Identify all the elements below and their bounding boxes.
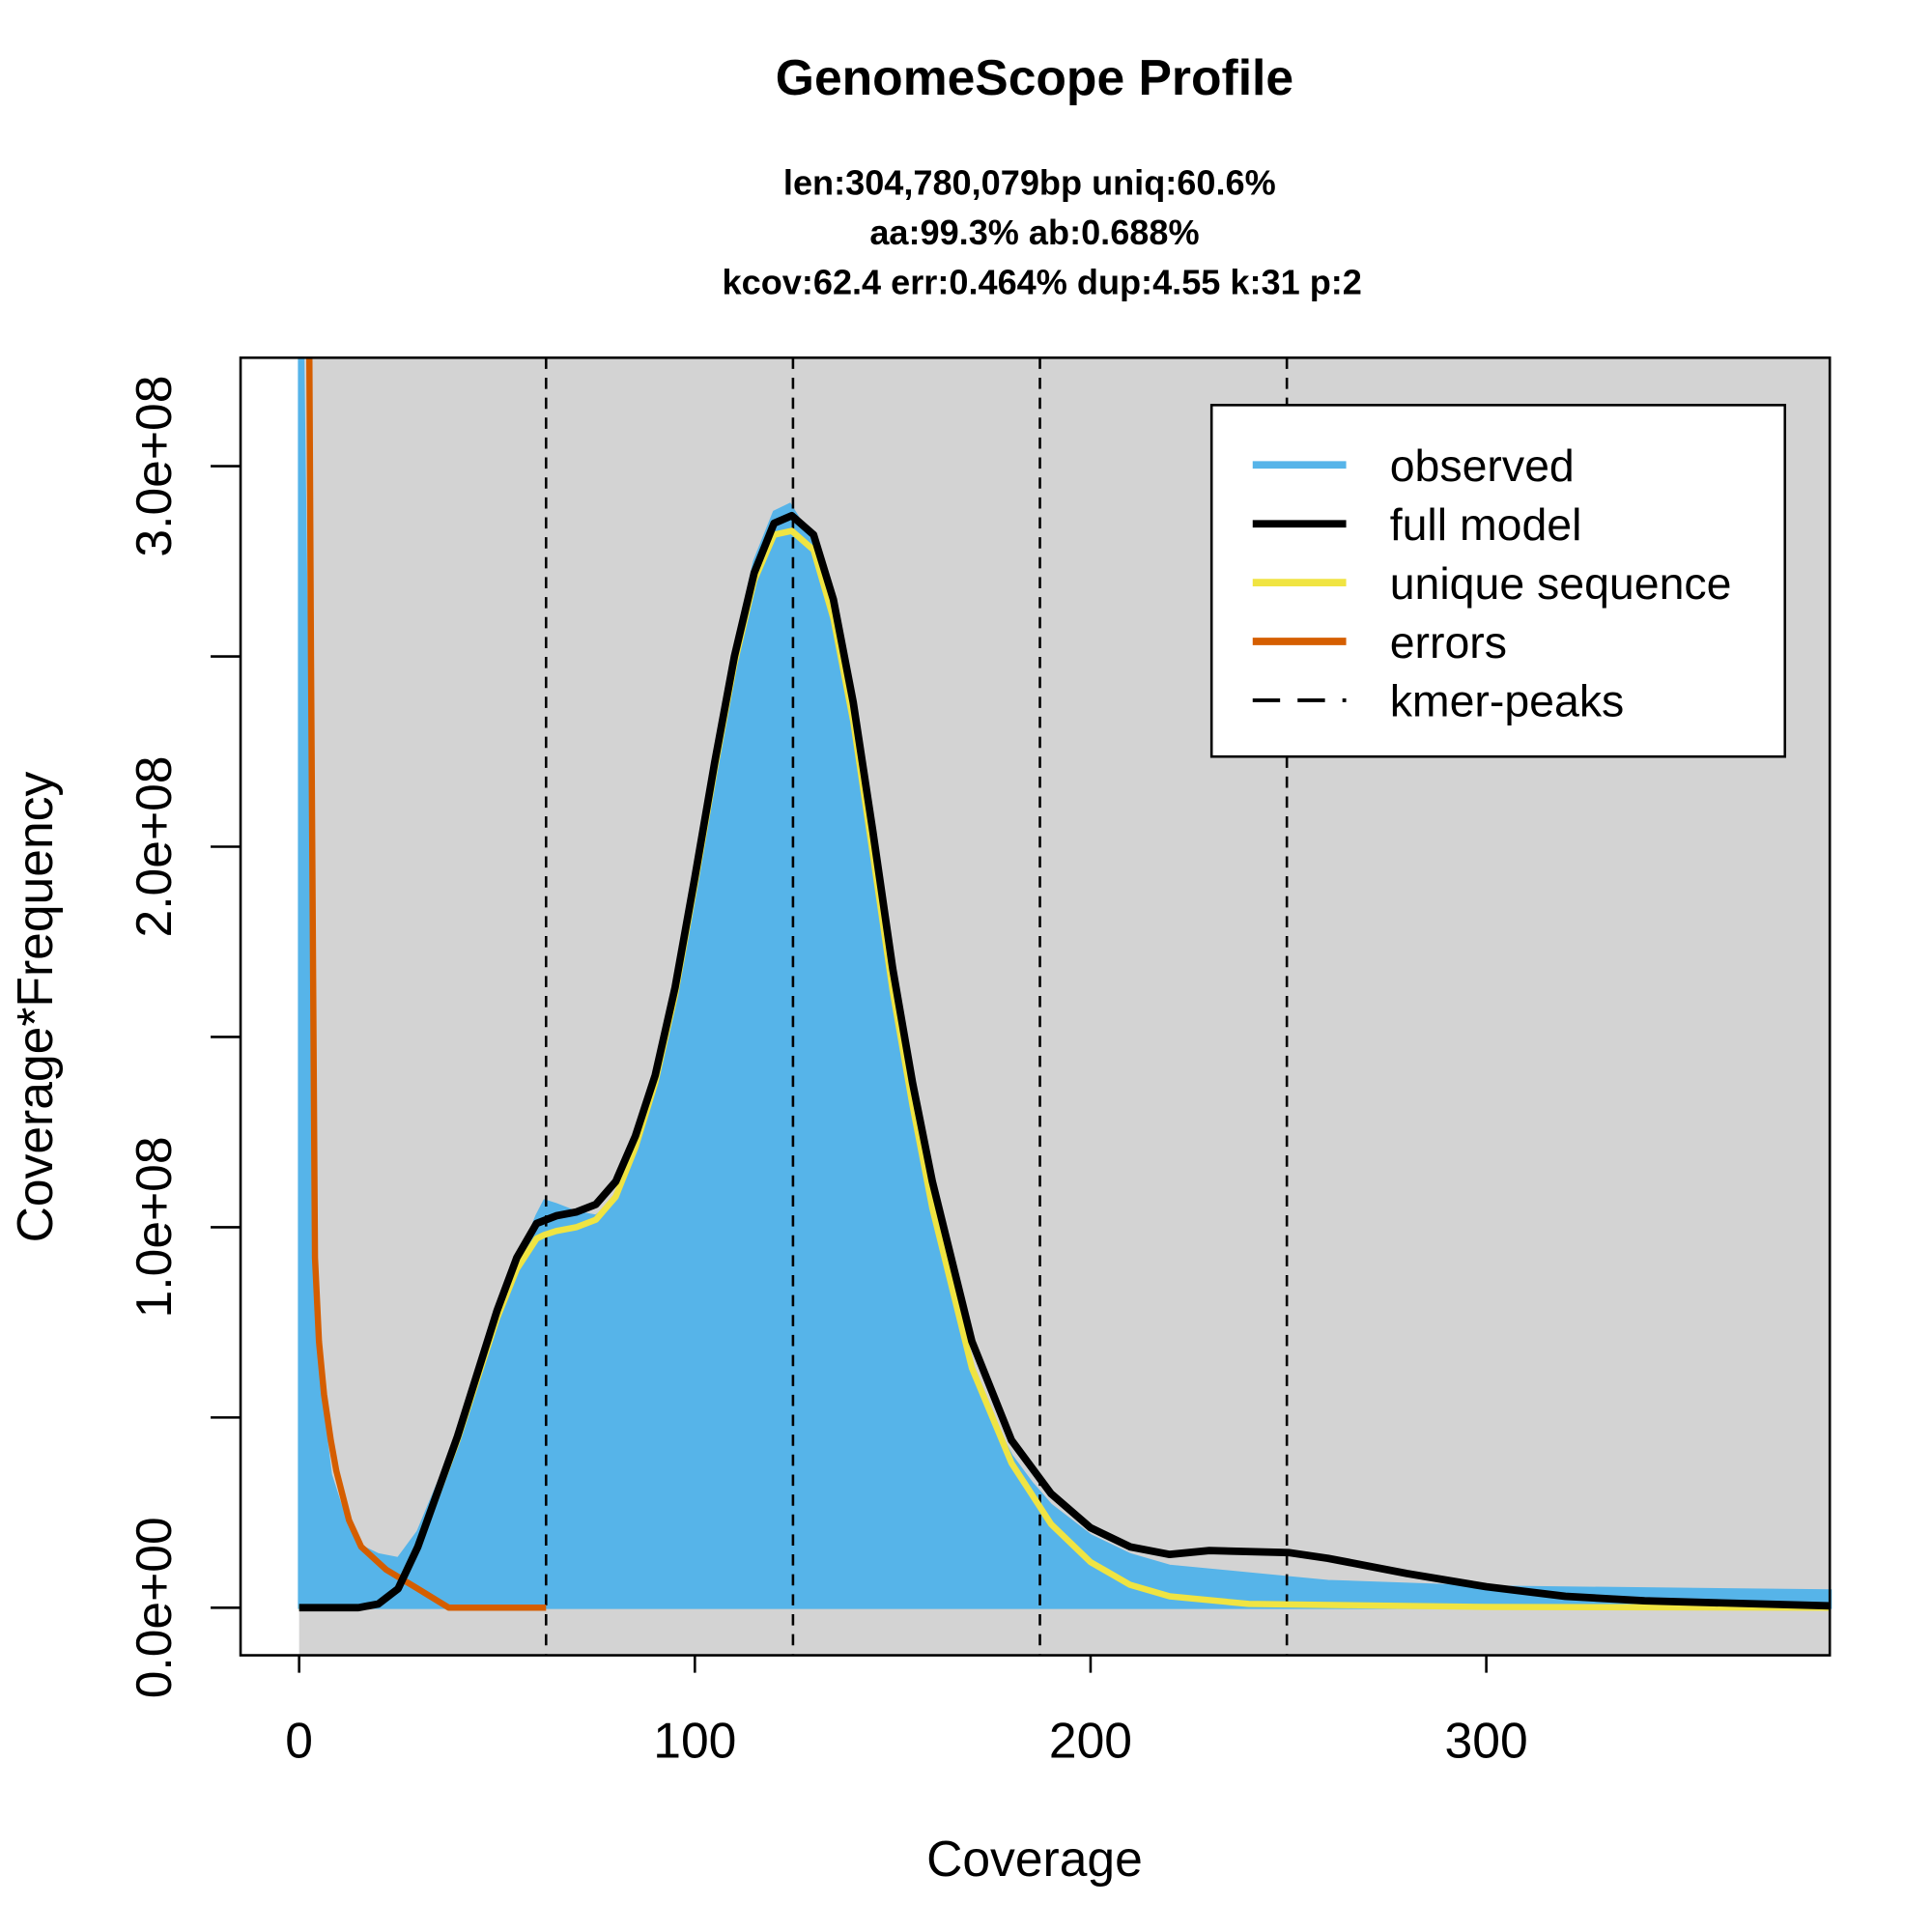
- chart-title: GenomeScope Profile: [776, 49, 1293, 105]
- legend-label-1: full model: [1390, 499, 1582, 550]
- y-axis-label: Coverage*Frequency: [7, 772, 63, 1243]
- y-tick-label-0: 0.0e+00: [126, 1517, 182, 1698]
- legend-label-3: errors: [1390, 617, 1507, 668]
- legend-label-0: observed: [1390, 440, 1575, 491]
- y-tick-label-6: 3.0e+08: [126, 376, 182, 557]
- legend-label-2: unique sequence: [1390, 558, 1732, 609]
- x-tick-label-300: 300: [1445, 1712, 1528, 1768]
- plot-border: [239, 356, 1832, 1657]
- subtitle-line-1: len:304,780,079bp uniq:60.6%: [783, 162, 1276, 202]
- x-tick-label-0: 0: [285, 1712, 313, 1768]
- x-axis-label: Coverage: [926, 1831, 1143, 1887]
- errors-line: [306, 357, 547, 1611]
- full-model-line: [298, 511, 1832, 1612]
- x-tick-label-200: 200: [1049, 1712, 1132, 1768]
- legend-label-4: kmer-peaks: [1390, 676, 1625, 726]
- subtitle-line-2: aa:99.3% ab:0.688%: [869, 213, 1199, 252]
- y-tick-label-4: 2.0e+08: [126, 755, 182, 937]
- subtitle-line-3: kcov:62.4 err:0.464% dup:4.55 k:31 p:2: [723, 263, 1362, 302]
- x-tick-label-100: 100: [653, 1712, 736, 1768]
- y-tick-label-2: 1.0e+08: [126, 1136, 182, 1318]
- legend: observed full model unique sequence errors k…: [1209, 404, 1787, 758]
